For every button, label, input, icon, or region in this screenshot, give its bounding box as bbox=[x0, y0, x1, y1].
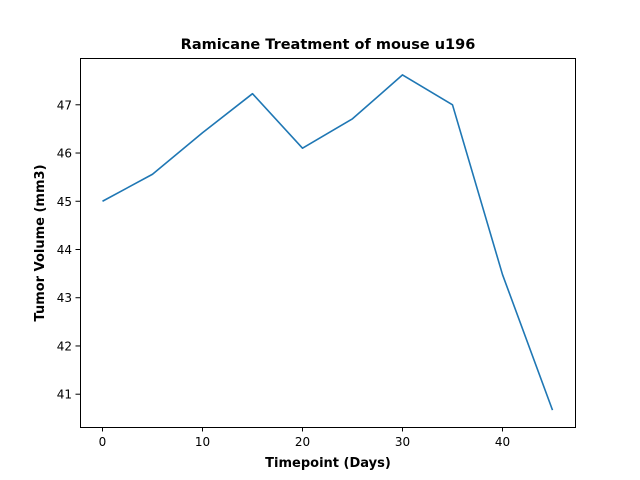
x-tick-label: 20 bbox=[295, 435, 310, 449]
plot-frame bbox=[80, 58, 576, 428]
y-tick-label: 45 bbox=[57, 195, 72, 209]
x-tick-label: 10 bbox=[195, 435, 210, 449]
y-tick-label: 46 bbox=[57, 147, 72, 161]
x-tick-label: 0 bbox=[99, 435, 107, 449]
y-tick-label: 44 bbox=[57, 243, 72, 257]
x-tick-label: 40 bbox=[495, 435, 510, 449]
y-tick-label: 42 bbox=[57, 339, 72, 353]
chart-title: Ramicane Treatment of mouse u196 bbox=[181, 37, 476, 53]
y-tick-label: 43 bbox=[57, 291, 72, 305]
plot-area: 0 10 20 30 40 41 42 43 44 45 46 47 bbox=[57, 74, 554, 449]
x-axis-label: Timepoint (Days) bbox=[265, 456, 391, 471]
y-tick-label: 47 bbox=[57, 98, 72, 112]
series-line-0 bbox=[102, 74, 554, 411]
x-tick-label: 30 bbox=[395, 435, 410, 449]
y-tick-label: 41 bbox=[57, 388, 72, 402]
y-axis-label: Tumor Volume (mm3) bbox=[33, 164, 48, 321]
